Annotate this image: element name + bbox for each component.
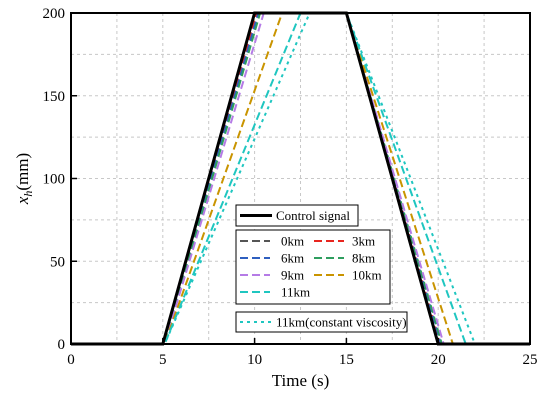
legend-box [235,204,359,227]
legend: Control signal 0km 3km 6km 8km 9km 10km 11km 11k… [235,204,408,333]
legend-label: 3km [352,234,375,249]
y-axis-title-unit: (mm) [13,153,32,191]
legend-label: 6km [281,251,304,266]
y-axis-title-main: x [13,196,32,205]
legend-label: 11km(constant viscosity) [276,315,407,330]
legend-box [235,311,408,333]
x-tick-label: 25 [523,352,538,368]
legend-label: 10km [352,268,382,283]
x-tick-label: 15 [339,352,354,368]
y-tick-label: 100 [43,172,66,188]
legend-box [235,229,391,305]
legend-label: Control signal [276,208,350,223]
x-axis-title: Time (s) [272,371,329,390]
x-tick-label: 5 [159,352,167,368]
legend-label: 9km [281,268,304,283]
y-axis-title-sub: h [21,191,35,197]
x-tick-label: 20 [431,352,446,368]
x-tick-label: 10 [247,352,262,368]
legend-label: 11km [281,285,310,300]
x-tick-label: 0 [67,352,75,368]
ticks: 0 5 10 15 20 25 0 50 100 150 200 [43,6,538,368]
y-tick-label: 200 [43,6,66,22]
y-tick-label: 0 [58,337,66,353]
legend-label: 0km [281,234,304,249]
y-axis-title: xh(mm) [13,153,35,205]
y-tick-label: 50 [50,254,65,270]
legend-label: 8km [352,251,375,266]
y-tick-label: 150 [43,89,66,105]
